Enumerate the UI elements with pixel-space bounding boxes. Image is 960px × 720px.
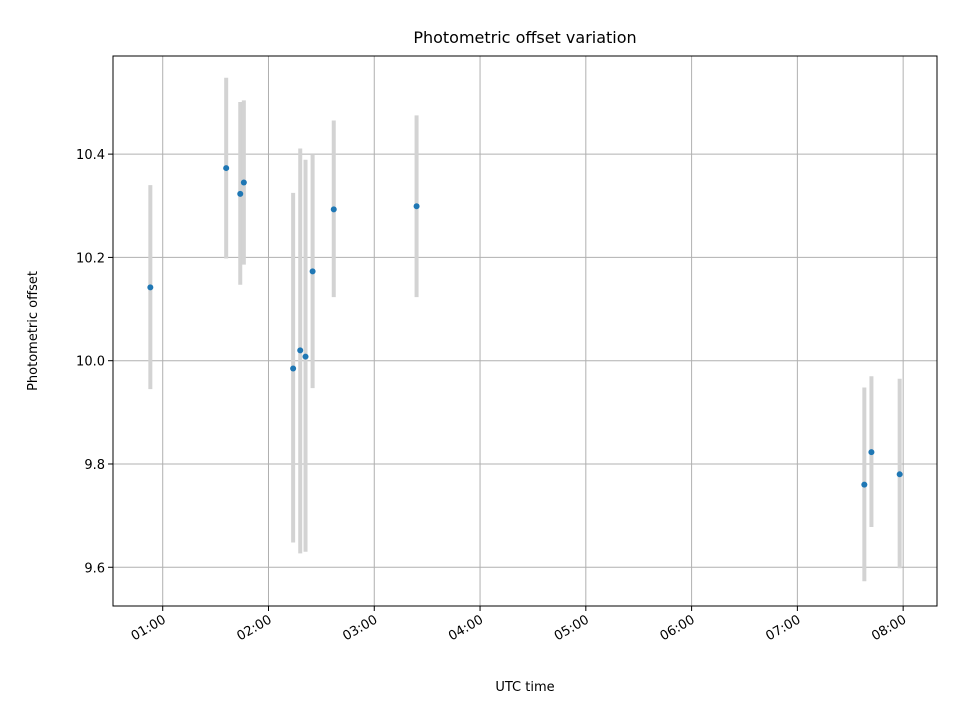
grid-lines [113,56,937,606]
data-point [240,179,247,186]
y-tick-label: 10.4 [76,148,105,163]
y-axis-ticks: 9.6 9.8 10.0 10.2 10.4 [76,148,113,576]
data-point [223,165,230,172]
data-point [309,268,316,275]
data-point [896,471,903,478]
y-tick-label: 10.2 [76,251,105,266]
data-point [302,353,309,360]
y-axis-label: Photometric offset [26,271,41,391]
data-point [147,284,154,291]
y-tick-label: 9.6 [84,561,105,576]
data-point [413,203,420,210]
plot-area-frame [112,55,938,607]
data-point [868,449,875,456]
data-point [297,347,304,354]
data-point [237,190,244,197]
data-point [330,206,337,213]
data-point [861,481,868,488]
y-tick-label: 9.8 [84,458,105,473]
data-points [147,165,903,488]
chart-title: Photometric offset variation [413,28,636,47]
y-tick-label: 10.0 [76,355,105,370]
data-point [290,365,297,372]
x-axis-label: UTC time [495,680,554,695]
